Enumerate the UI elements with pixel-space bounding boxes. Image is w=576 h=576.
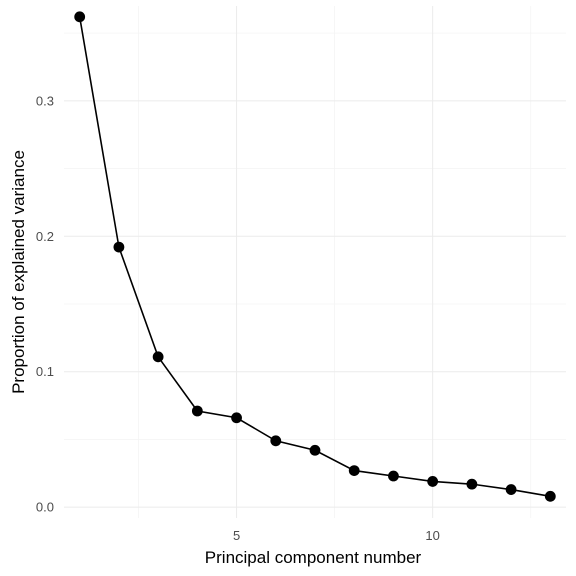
data-point bbox=[231, 412, 242, 424]
data-point bbox=[505, 484, 517, 495]
data-point bbox=[74, 11, 86, 23]
series-group bbox=[78, 16, 551, 498]
y-tick-label: 0.3 bbox=[36, 93, 54, 108]
data-point bbox=[348, 465, 360, 476]
data-point bbox=[270, 435, 282, 447]
series-line bbox=[78, 16, 551, 498]
y-tick-label: 0.1 bbox=[36, 364, 54, 379]
data-point bbox=[113, 241, 125, 253]
y-tick-label: 0.2 bbox=[36, 229, 54, 244]
major-gridlines bbox=[64, 6, 566, 518]
x-axis-title: Principal component number bbox=[205, 548, 422, 567]
points-group bbox=[74, 11, 556, 502]
y-axis-ticks: 0.0 0.1 0.2 0.3 bbox=[36, 93, 54, 514]
data-point bbox=[388, 470, 399, 482]
data-point bbox=[427, 476, 439, 487]
data-point bbox=[466, 478, 478, 490]
y-tick-label: 0.0 bbox=[36, 500, 54, 515]
x-tick-label: 10 bbox=[425, 528, 439, 543]
x-tick-label: 5 bbox=[233, 528, 240, 543]
minor-gridlines bbox=[64, 6, 566, 518]
x-axis-ticks: 5 10 bbox=[233, 528, 440, 543]
data-point bbox=[191, 405, 203, 417]
y-axis-title: Proportion of explained variance bbox=[9, 150, 28, 394]
data-point bbox=[544, 490, 556, 502]
data-point bbox=[152, 351, 164, 363]
data-point bbox=[309, 444, 321, 456]
